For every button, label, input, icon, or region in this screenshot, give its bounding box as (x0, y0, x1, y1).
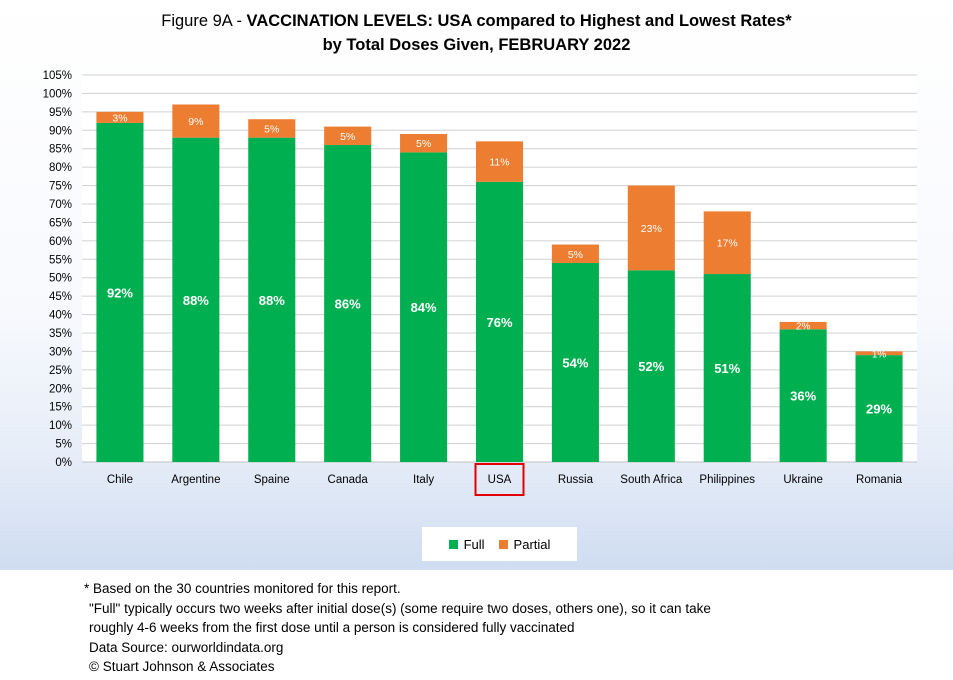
bar-full (400, 152, 448, 462)
legend-item-full: Full (448, 536, 485, 552)
title-bold-part: VACCINATION LEVELS: USA compared to High… (246, 12, 792, 30)
bar-full (855, 355, 903, 462)
y-tick-label: 70% (49, 199, 72, 211)
legend-label-partial: Partial (513, 536, 551, 552)
y-tick-label: 105% (43, 70, 72, 82)
data-label-partial: 5% (416, 138, 431, 150)
bar-partial (703, 211, 751, 275)
bar-full (324, 145, 372, 462)
data-label-partial: 5% (568, 249, 583, 261)
data-label-partial: 5% (264, 123, 279, 135)
legend-label-full: Full (463, 536, 485, 552)
y-tick-label: 60% (49, 236, 72, 248)
y-tick-label: 45% (49, 291, 72, 303)
chart-title: Figure 9A - VACCINATION LEVELS: USA comp… (0, 12, 953, 31)
footnote-copyright: © Stuart Johnson & Associates (89, 659, 275, 674)
x-tick-label: Argentine (171, 474, 220, 486)
bar-full (627, 270, 675, 462)
data-label-full: 76% (486, 315, 512, 330)
x-tick-label: Romania (856, 474, 903, 486)
x-tick-label: Spaine (254, 474, 290, 486)
bar-full (96, 122, 144, 463)
bar-full (551, 262, 599, 462)
footnote-full-definition-cont: roughly 4-6 weeks from the first dose un… (89, 620, 575, 635)
x-tick-label: Russia (558, 474, 594, 486)
x-tick-label: Philippines (699, 474, 755, 486)
title-prefix: Figure 9A - (161, 12, 247, 30)
subtitle-text: by Total Doses Given, FEBRUARY 2022 (322, 36, 631, 54)
data-label-full: 54% (562, 355, 588, 370)
bar-full (703, 274, 751, 462)
y-tick-label: 30% (49, 346, 72, 358)
y-tick-label: 65% (49, 217, 72, 229)
chart-area: Figure 9A - VACCINATION LEVELS: USA comp… (0, 0, 953, 570)
data-label-partial: 23% (641, 223, 662, 235)
data-label-full: 86% (335, 297, 361, 312)
bar-full (779, 329, 827, 462)
bar-full (475, 181, 524, 462)
footnotes: * Based on the 30 countries monitored fo… (84, 579, 711, 677)
legend-swatch-partial (498, 539, 508, 549)
y-tick-label: 0% (55, 457, 72, 469)
y-tick-label: 50% (49, 273, 72, 285)
bar-partial (96, 111, 144, 123)
footnote-data-source: Data Source: ourworldindata.org (89, 639, 284, 655)
data-label-full: 29% (866, 402, 892, 417)
footnote-countries: * Based on the 30 countries monitored fo… (84, 581, 401, 596)
y-tick-label: 15% (49, 402, 72, 414)
legend: Full Partial (422, 527, 577, 561)
y-tick-label: 90% (49, 125, 72, 137)
data-label-partial: 11% (489, 157, 509, 169)
data-label-partial: 3% (112, 112, 127, 124)
highlight-box-usa (474, 463, 525, 496)
x-tick-label: Chile (107, 474, 133, 486)
bar-full (172, 137, 220, 462)
bar-partial (400, 133, 448, 153)
data-label-full: 36% (790, 389, 816, 404)
y-tick-label: 95% (49, 107, 72, 119)
y-tick-label: 80% (49, 162, 72, 174)
data-label-partial: 2% (796, 322, 811, 333)
y-tick-label: 100% (43, 88, 72, 100)
bar-partial (779, 321, 827, 330)
bar-partial (172, 104, 220, 138)
x-tick-label: USA (488, 474, 512, 486)
x-tick-label: Ukraine (783, 474, 823, 486)
data-label-full: 84% (411, 300, 437, 315)
y-tick-label: 10% (49, 420, 72, 432)
footnote-full-definition: "Full" typically occurs two weeks after … (89, 600, 711, 616)
data-label-full: 92% (107, 285, 133, 300)
bar-partial (855, 351, 903, 356)
bar-partial (248, 119, 296, 138)
data-label-partial: 5% (340, 131, 355, 143)
bar-chart: 0% 5% 10% 15% 20% 25% 30% 35% 40% 45% 50% 55% 60% 65%… (43, 70, 917, 496)
y-tick-label: 35% (49, 328, 72, 340)
bar-partial (324, 126, 372, 146)
bar-full (248, 137, 296, 462)
data-label-full: 51% (714, 361, 740, 376)
y-tick-label: 75% (49, 181, 72, 193)
bar-partial (475, 141, 524, 182)
data-label-partial: 17% (717, 238, 738, 250)
y-tick-label: 55% (49, 254, 72, 266)
x-tick-label: Italy (413, 474, 434, 486)
data-label-partial: 1% (872, 349, 887, 360)
y-tick-label: 5% (55, 439, 72, 451)
data-label-full: 88% (183, 293, 209, 308)
y-tick-label: 85% (49, 144, 72, 156)
x-tick-label: South Africa (620, 474, 683, 486)
y-tick-label: 20% (49, 383, 72, 395)
data-label-full: 52% (638, 359, 664, 374)
legend-swatch-full (448, 539, 458, 549)
bar-partial (551, 244, 599, 263)
y-tick-label: 40% (49, 310, 72, 322)
x-tick-label: Canada (328, 474, 369, 486)
data-label-full: 88% (259, 293, 285, 308)
legend-item-partial: Partial (498, 536, 551, 552)
data-label-partial: 9% (188, 116, 203, 128)
chart-subtitle: by Total Doses Given, FEBRUARY 2022 (0, 36, 953, 55)
bar-partial (627, 185, 675, 271)
y-tick-label: 25% (49, 365, 72, 377)
